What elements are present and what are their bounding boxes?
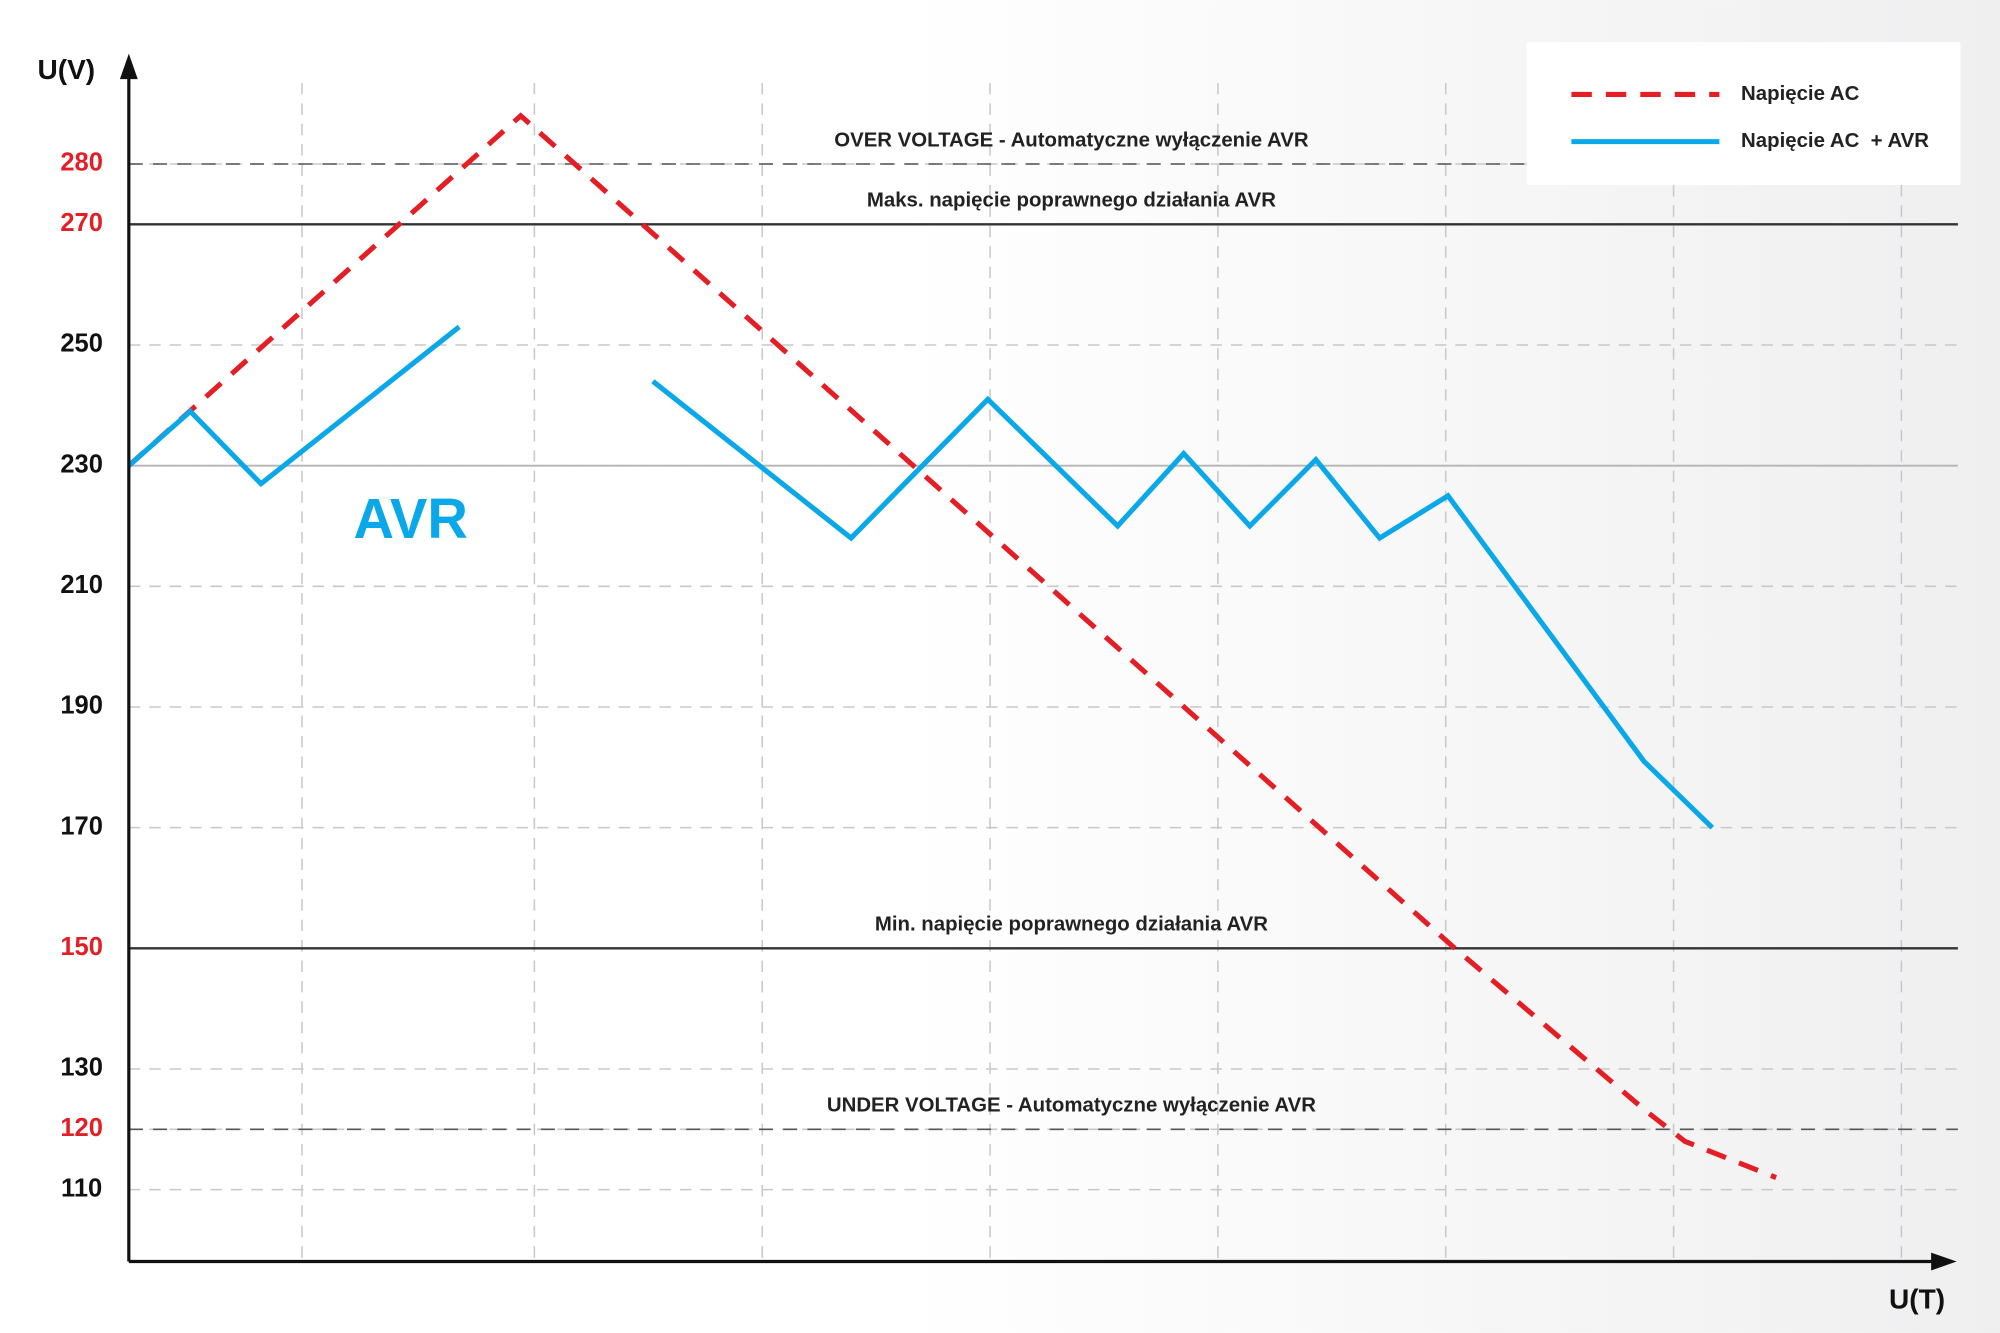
reference-label: Maks. napięcie poprawnego działania AVR <box>867 190 1276 212</box>
reference-label: Min. napięcie poprawnego działania AVR <box>875 914 1268 936</box>
legend-box <box>1526 42 1961 185</box>
y-tick-label: 270 <box>60 209 103 237</box>
y-tick-label: 190 <box>60 692 103 720</box>
series-line <box>127 112 1778 1180</box>
legend-label: Napięcie AC + AVR <box>1741 130 1929 152</box>
reference-label: OVER VOLTAGE - Automatyczne wyłączenie A… <box>834 129 1309 151</box>
y-tick-label: 210 <box>60 571 103 599</box>
y-tick-label: 150 <box>60 933 103 961</box>
y-tick-label: 280 <box>60 149 103 177</box>
y-tick-label: 130 <box>60 1054 103 1082</box>
x-arrow <box>1931 1252 1957 1271</box>
y-tick-label: 110 <box>61 1174 102 1202</box>
y-axis-label: U(V) <box>37 54 95 85</box>
legend-label: Napięcie AC <box>1741 83 1860 105</box>
y-tick-label: 170 <box>60 812 103 840</box>
axes <box>119 53 1957 1271</box>
legend: Napięcie AC Napięcie AC + AVR <box>1526 42 1961 185</box>
avr-label: AVR <box>354 487 468 550</box>
y-tick-label: 230 <box>60 450 103 478</box>
series-line <box>127 324 1715 830</box>
x-axis-label: U(T) <box>1889 1283 1945 1314</box>
y-tick-label: 250 <box>60 330 103 358</box>
y-tick-label: 120 <box>60 1114 103 1142</box>
y-arrow <box>119 53 138 80</box>
reference-label: UNDER VOLTAGE - Automatyczne wyłączenie … <box>827 1095 1316 1117</box>
